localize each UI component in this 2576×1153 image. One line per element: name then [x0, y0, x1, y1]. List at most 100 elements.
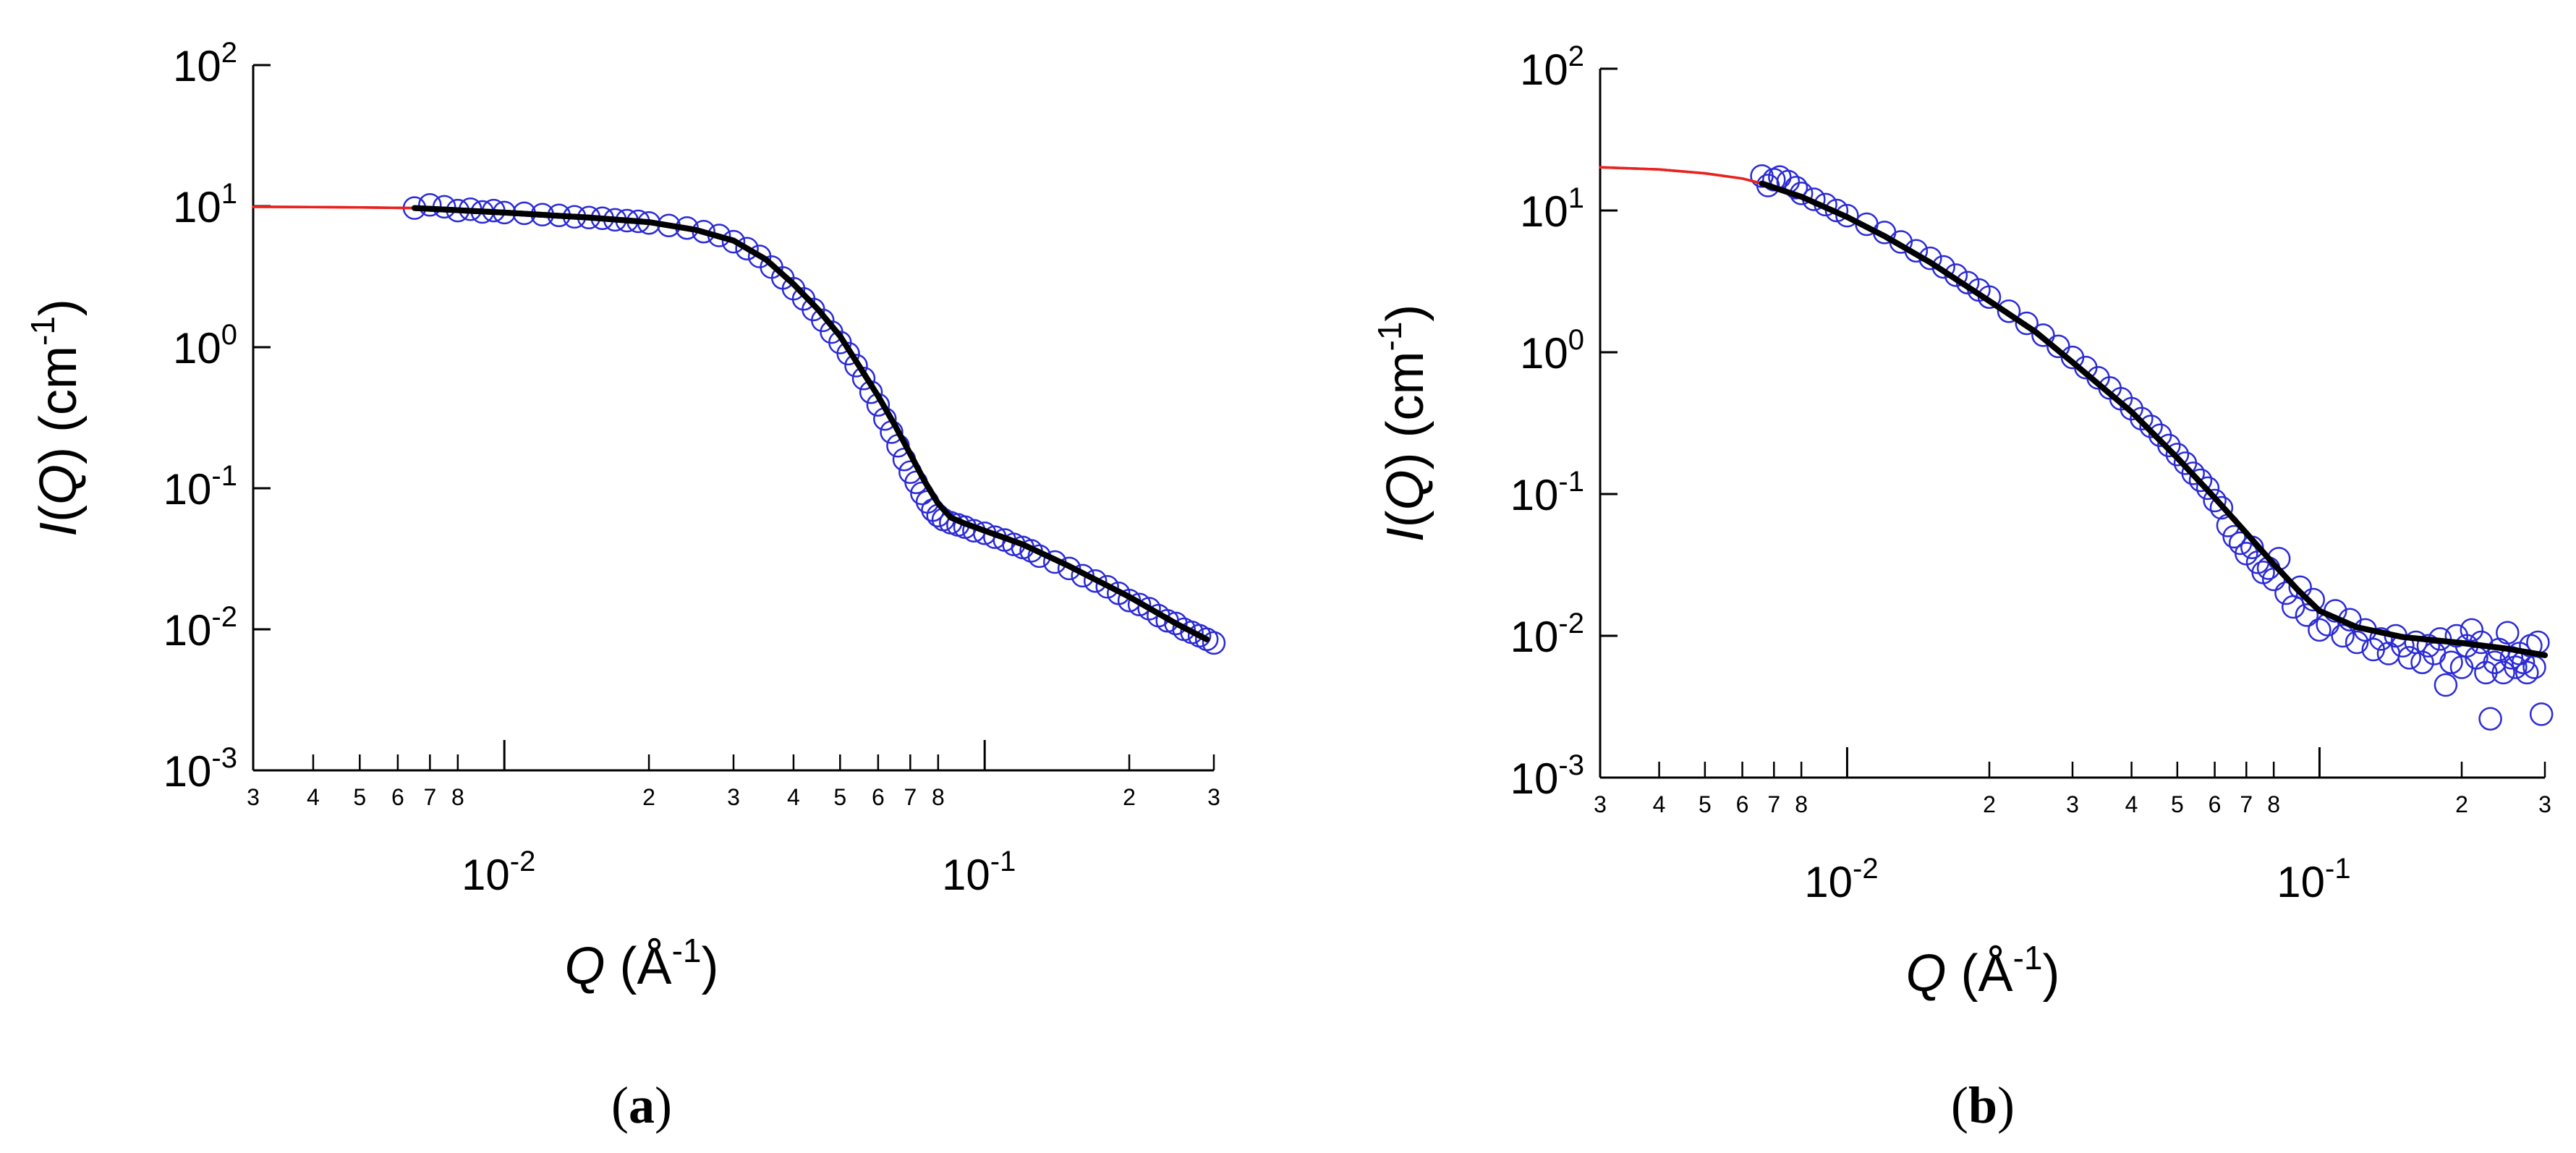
data-point [836, 341, 860, 366]
x-minor-tick-label: 8 [451, 784, 464, 810]
y-tick-label: 101 [173, 178, 237, 231]
x-minor-tick-label: 8 [2267, 791, 2280, 817]
fit-line-overlay [412, 205, 1210, 642]
data-point [2504, 655, 2528, 679]
x-minor-tick-label: 6 [872, 784, 885, 810]
y-tick-label: 10-1 [163, 460, 237, 514]
extrapolated-fit-line [1599, 166, 1764, 185]
data-point [1057, 556, 1081, 581]
x-minor-tick-label: 3 [2066, 791, 2079, 817]
y-axis-label: I(Q) (cm-1) [24, 299, 88, 537]
data-point [2529, 702, 2554, 726]
y-tick-label: 10-2 [163, 601, 237, 655]
data-point [2369, 627, 2393, 651]
x-tick-label: 10-2 [1804, 853, 1878, 906]
y-tick-label: 102 [173, 37, 237, 90]
y-tick-label: 102 [1520, 41, 1584, 94]
data-point [811, 308, 835, 333]
x-minor-tick-label: 4 [787, 784, 800, 810]
x-minor-tick-label: 3 [247, 784, 260, 810]
x-minor-tick-label: 5 [353, 784, 366, 810]
data-point [2397, 646, 2421, 670]
data-point [1202, 631, 1226, 655]
x-minor-tick-label: 2 [1123, 784, 1136, 810]
data-point [2416, 634, 2441, 658]
data-point [2308, 618, 2331, 642]
data-point [2015, 311, 2039, 336]
data-point [418, 193, 442, 217]
x-minor-tick-label: 4 [2125, 791, 2138, 817]
x-tick-label: 10-1 [2277, 853, 2350, 906]
fit-line [1759, 180, 2548, 658]
data-point [1127, 592, 1152, 616]
data-point [2165, 443, 2190, 467]
panel-label: (b) [1951, 1076, 2015, 1134]
data-point [2439, 650, 2463, 674]
data-point [2410, 650, 2434, 674]
x-minor-tick-label: 3 [1207, 784, 1220, 810]
data-point [1083, 569, 1108, 593]
data-point [851, 367, 876, 391]
data-point [2195, 476, 2220, 501]
x-minor-tick-label: 8 [932, 784, 945, 810]
x-minor-tick-label: 3 [2538, 791, 2551, 817]
fit-line-overlay [1759, 180, 2548, 658]
data-point [2157, 433, 2181, 458]
y-tick-label: 100 [1520, 324, 1584, 378]
x-minor-tick-label: 3 [1594, 791, 1607, 817]
y-tick-label: 10-2 [1510, 608, 1584, 661]
data-point [2209, 495, 2234, 520]
x-minor-tick-label: 6 [1736, 791, 1749, 817]
data-point [2478, 707, 2502, 731]
data-point [2301, 587, 2326, 612]
x-minor-tick-label: 2 [1983, 791, 1996, 817]
data-point [2345, 630, 2369, 655]
x-minor-tick-label: 6 [391, 784, 404, 810]
y-tick-label: 10-3 [163, 742, 237, 796]
data-point [2522, 655, 2546, 679]
x-minor-tick-label: 2 [642, 784, 655, 810]
x-minor-tick-label: 7 [904, 784, 917, 810]
y-tick-label: 101 [1520, 182, 1584, 236]
data-point [1835, 203, 1859, 228]
x-minor-tick-label: 5 [2171, 791, 2184, 817]
data-point [2288, 575, 2312, 600]
data-point [1095, 575, 1119, 599]
data-point [2422, 642, 2447, 665]
x-minor-tick-label: 7 [2240, 791, 2253, 817]
x-minor-tick-label: 2 [2455, 791, 2468, 817]
data-point [2203, 488, 2227, 513]
data-point [2496, 621, 2520, 645]
x-minor-tick-label: 3 [727, 784, 740, 810]
x-minor-tick-label: 5 [833, 784, 846, 810]
x-axis-label: Q (Å-1) [565, 932, 719, 995]
data-point [2295, 603, 2319, 627]
x-minor-tick-label: 4 [307, 784, 320, 810]
x-tick-label: 10-1 [942, 846, 1016, 899]
x-minor-tick-label: 7 [1767, 791, 1780, 817]
data-point [1784, 176, 1808, 200]
data-point [2433, 673, 2458, 697]
data-point [2188, 468, 2213, 493]
x-minor-tick-label: 6 [2209, 791, 2222, 817]
data-point [2139, 414, 2163, 438]
y-axis-label: I(Q) (cm-1) [1371, 305, 1434, 543]
y-tick-label: 100 [173, 319, 237, 373]
data-point [735, 237, 759, 260]
data-point [2222, 524, 2246, 549]
x-minor-tick-label: 5 [1699, 791, 1712, 817]
x-minor-tick-label: 7 [423, 784, 436, 810]
data-point [2491, 660, 2515, 685]
x-axis-label: Q (Å-1) [1906, 939, 2060, 1003]
y-tick-label: 10-1 [1510, 466, 1584, 519]
x-tick-label: 10-2 [462, 846, 535, 899]
data-point [1997, 299, 2021, 323]
extrapolated-fit-line-overlay [1599, 166, 1764, 185]
data-point [2460, 618, 2484, 642]
data-point [2031, 323, 2055, 347]
data-point [2331, 624, 2355, 648]
data-point [721, 229, 746, 254]
